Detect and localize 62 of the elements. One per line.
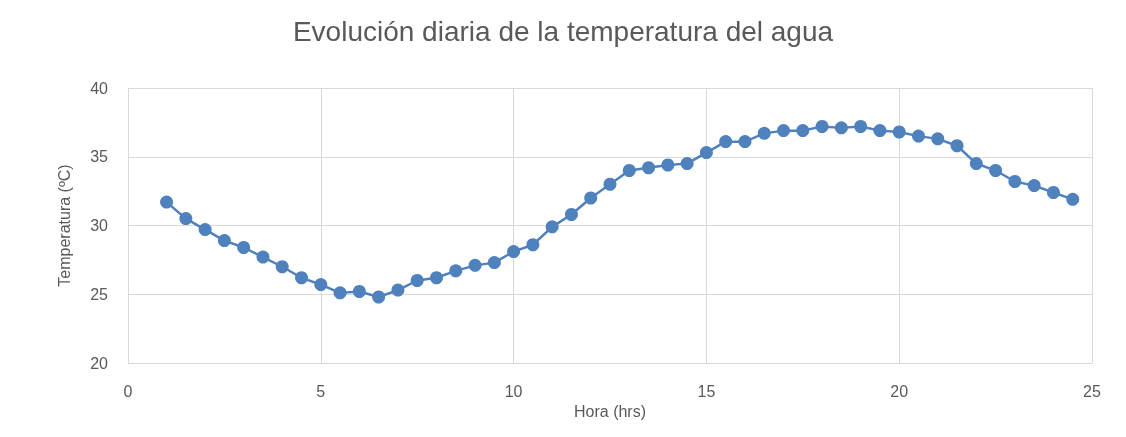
x-tick-label: 0 <box>123 382 133 400</box>
point <box>699 146 713 160</box>
point <box>564 208 578 221</box>
point <box>642 161 656 175</box>
point <box>179 212 193 226</box>
point <box>1027 179 1041 193</box>
point <box>911 129 925 143</box>
x-tick-label: 20 <box>890 382 909 400</box>
x-tick-label: 25 <box>1083 382 1101 400</box>
y-tick-label: 20 <box>90 354 109 372</box>
y-tick-label: 25 <box>90 285 109 303</box>
point <box>757 126 771 140</box>
point <box>429 271 443 285</box>
point <box>989 164 1003 177</box>
point <box>680 157 694 171</box>
point <box>1066 192 1080 206</box>
point <box>969 157 983 171</box>
point <box>487 256 501 270</box>
y-axis-title: Temperatura (ºC) <box>55 164 73 287</box>
chart-title: Evolución diaria de la temperatura del agua <box>292 15 834 47</box>
point <box>815 120 829 133</box>
point <box>1008 175 1022 188</box>
point <box>892 125 906 139</box>
point <box>391 283 405 297</box>
point <box>1046 186 1060 199</box>
point <box>198 223 212 237</box>
point <box>950 139 964 153</box>
point <box>834 121 848 135</box>
x-tick-label: 10 <box>504 382 523 400</box>
point <box>719 135 733 149</box>
x-axis-title: Hora (hrs) <box>573 403 647 421</box>
point <box>449 264 463 278</box>
point <box>256 250 270 264</box>
point <box>584 191 598 205</box>
point <box>873 124 887 138</box>
y-tick-label: 35 <box>90 148 109 166</box>
point <box>468 258 482 272</box>
point <box>603 177 617 191</box>
point <box>507 245 521 259</box>
point <box>854 120 868 133</box>
point <box>160 195 174 209</box>
point <box>622 164 636 177</box>
point <box>295 271 309 285</box>
point <box>237 241 251 254</box>
point <box>526 238 540 252</box>
point <box>545 220 559 234</box>
point <box>314 278 328 292</box>
y-tick-label: 30 <box>90 217 109 234</box>
point <box>738 135 752 149</box>
point <box>372 290 386 304</box>
point <box>333 286 347 300</box>
point <box>661 158 675 172</box>
point <box>931 132 945 146</box>
point <box>352 285 366 298</box>
point <box>796 124 810 138</box>
point <box>275 260 289 274</box>
point <box>217 234 231 248</box>
point <box>777 124 791 138</box>
x-tick-label: 15 <box>697 382 716 400</box>
y-tick-label: 40 <box>90 79 109 97</box>
x-tick-label: 5 <box>316 382 326 400</box>
point <box>410 274 424 287</box>
